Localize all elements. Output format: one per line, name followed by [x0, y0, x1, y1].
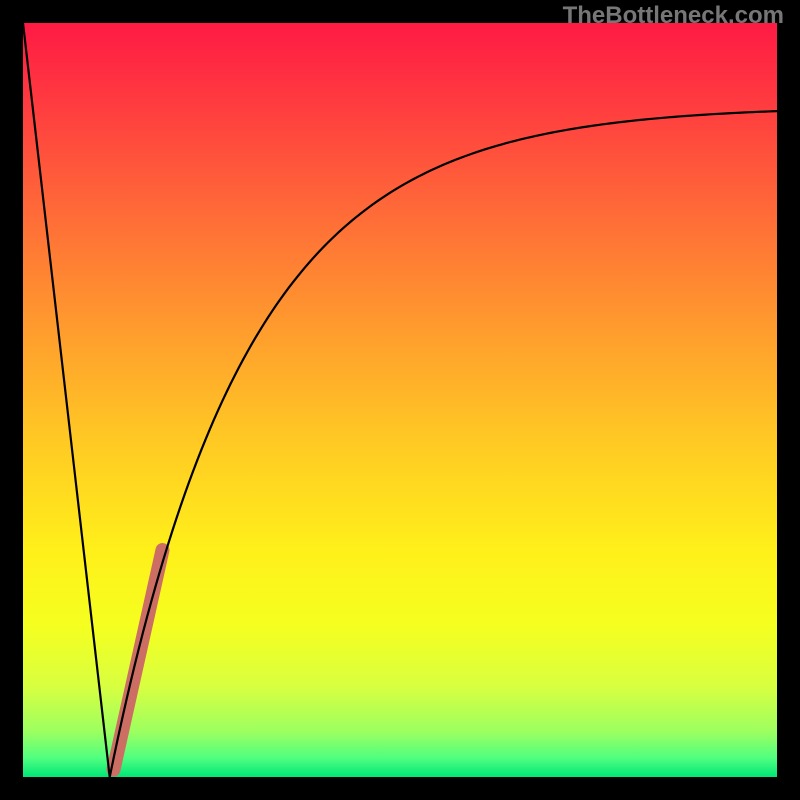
watermark-text: TheBottleneck.com: [563, 2, 784, 30]
bottleneck-chart: [23, 23, 777, 777]
chart-frame: TheBottleneck.com: [0, 0, 800, 800]
